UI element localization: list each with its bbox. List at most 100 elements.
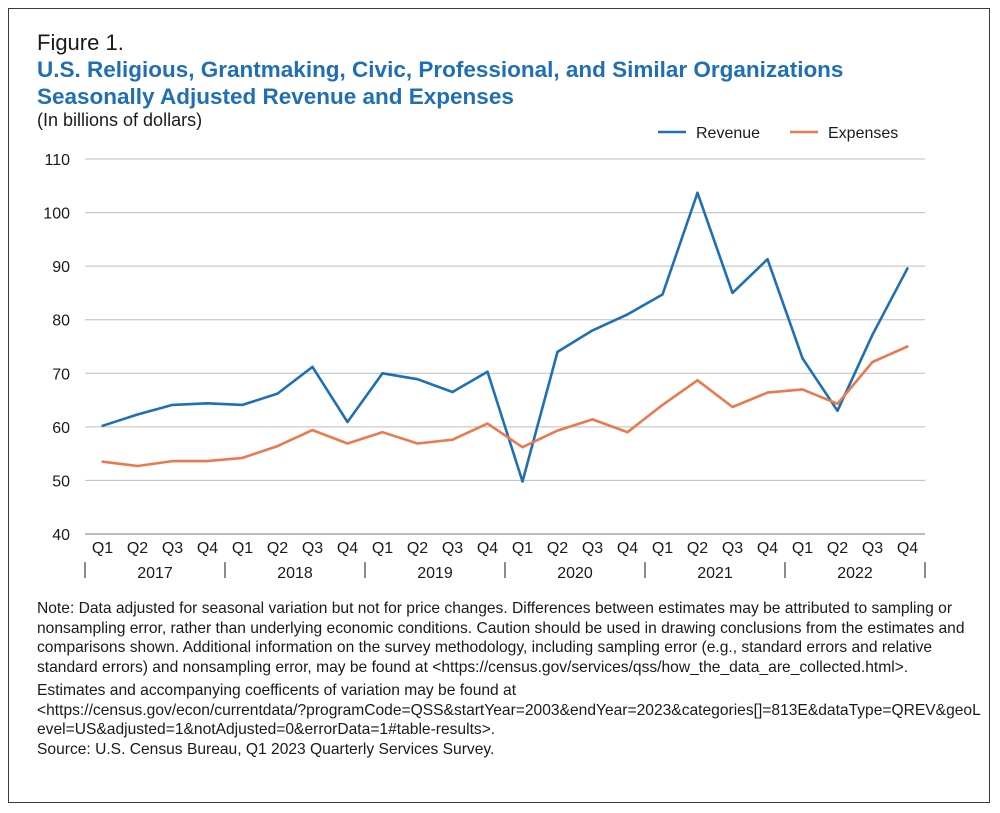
revenue-point [276, 392, 279, 395]
x-tick-label: Q3 [582, 540, 603, 557]
x-group-label: 2020 [557, 565, 593, 582]
y-tick-label: 80 [52, 313, 70, 330]
y-tick-label: 90 [52, 259, 70, 276]
x-tick-label: Q3 [862, 540, 883, 557]
x-tick-label: Q3 [722, 540, 743, 557]
expenses-point [521, 446, 524, 449]
chart-title: U.S. Religious, Grantmaking, Civic, Prof… [37, 56, 977, 110]
expenses-point [381, 431, 384, 434]
revenue-point [731, 291, 734, 295]
expenses-point [766, 391, 769, 394]
expenses-point [101, 460, 104, 463]
x-tick-label: Q1 [372, 540, 393, 557]
legend-label-revenue: Revenue [696, 125, 760, 142]
x-tick-label: Q2 [827, 540, 848, 557]
x-group-label: 2022 [837, 565, 873, 582]
x-tick-label: Q2 [267, 540, 288, 557]
expenses-line [102, 345, 909, 468]
expenses-point [486, 422, 489, 425]
revenue-point [206, 402, 209, 405]
x-tick-label: Q2 [547, 540, 568, 557]
revenue-point [556, 350, 559, 354]
y-tick-label: 70 [52, 366, 70, 383]
legend-label-expenses: Expenses [828, 125, 898, 142]
chart-title-line-2: Seasonally Adjusted Revenue and Expenses [37, 84, 514, 109]
expenses-point [871, 360, 874, 364]
revenue-point [801, 357, 804, 360]
x-group-label: 2021 [697, 565, 733, 582]
x-tick-label: Q3 [442, 540, 463, 557]
source-note: Source: U.S. Census Bureau, Q1 2023 Quar… [37, 740, 495, 758]
notes-block: Note: Data adjusted for seasonal variati… [37, 599, 982, 759]
cv-note-intro: Estimates and accompanying coefficents o… [37, 682, 517, 699]
x-group-label: 2017 [137, 565, 173, 582]
figure-frame [8, 8, 990, 803]
line-chart: 40 50 60 70 80 90 100 110 Q1 Q2 Q3 Q4 Q1 Q2 Q3 Q4 Q1 Q2 Q3… [43, 125, 926, 582]
expenses-point [836, 402, 839, 406]
expenses-point [696, 379, 699, 382]
x-tick-label: Q1 [512, 540, 533, 557]
y-tick-label: 110 [44, 152, 70, 169]
cv-note: Estimates and accompanying coefficents o… [37, 681, 982, 740]
y-tick-label: 100 [43, 206, 70, 223]
revenue-point [696, 191, 699, 194]
expenses-point [241, 456, 244, 460]
expenses-point [731, 405, 734, 409]
revenue-point [451, 390, 454, 394]
revenue-point [486, 370, 489, 373]
expenses-point [591, 418, 594, 421]
revenue-point [346, 420, 349, 424]
revenue-point [241, 403, 244, 407]
expenses-point [906, 345, 909, 348]
figure-label: Figure 1. [37, 30, 124, 55]
expenses-point [346, 442, 349, 445]
expenses-point [416, 442, 419, 445]
y-tick-label: 60 [52, 420, 70, 437]
expenses-point [451, 438, 454, 441]
revenue-point [626, 313, 629, 316]
expenses-point [556, 429, 559, 432]
x-tick-label: Q1 [652, 540, 673, 557]
x-tick-label: Q1 [92, 540, 113, 557]
x-group-label: 2018 [277, 565, 313, 582]
y-tick-label: 40 [52, 527, 70, 544]
expenses-point [661, 403, 664, 407]
expenses-point [171, 459, 174, 463]
methodology-note: Note: Data adjusted for seasonal variati… [37, 600, 965, 676]
x-tick-label: Q2 [407, 540, 428, 557]
expenses-point [276, 444, 279, 448]
y-tick-label: 50 [52, 473, 70, 490]
x-tick-label: Q3 [162, 540, 183, 557]
x-group-label: 2019 [417, 565, 453, 582]
x-tick-label: Q4 [897, 540, 918, 557]
expenses-point [311, 428, 314, 432]
revenue-point [591, 329, 594, 332]
expenses-point [801, 388, 804, 391]
revenue-point [871, 333, 874, 336]
revenue-point [171, 403, 174, 407]
revenue-point [766, 257, 769, 261]
revenue-point [311, 365, 314, 369]
x-tick-label: Q2 [127, 540, 148, 557]
revenue-point [381, 372, 384, 375]
x-tick-label: Q1 [232, 540, 253, 557]
x-tick-label: Q4 [757, 540, 778, 557]
chart-title-line-1: U.S. Religious, Grantmaking, Civic, Prof… [37, 57, 844, 82]
chart-subtitle: (In billions of dollars) [37, 110, 203, 130]
revenue-point [836, 409, 839, 412]
x-tick-label: Q4 [477, 540, 498, 557]
revenue-point [416, 377, 419, 381]
revenue-point [136, 413, 139, 416]
revenue-point [906, 267, 909, 270]
expenses-point [136, 464, 139, 468]
x-tick-label: Q4 [337, 540, 358, 557]
x-tick-label: Q1 [792, 540, 813, 557]
x-tick-label: Q4 [197, 540, 218, 557]
revenue-point [101, 424, 104, 427]
revenue-point [661, 293, 664, 296]
x-tick-label: Q4 [617, 540, 638, 557]
revenue-point [521, 480, 524, 483]
cv-note-url: <https://census.gov/econ/currentdata/?pr… [37, 701, 981, 739]
x-tick-label: Q2 [687, 540, 708, 557]
revenue-line [102, 191, 909, 483]
